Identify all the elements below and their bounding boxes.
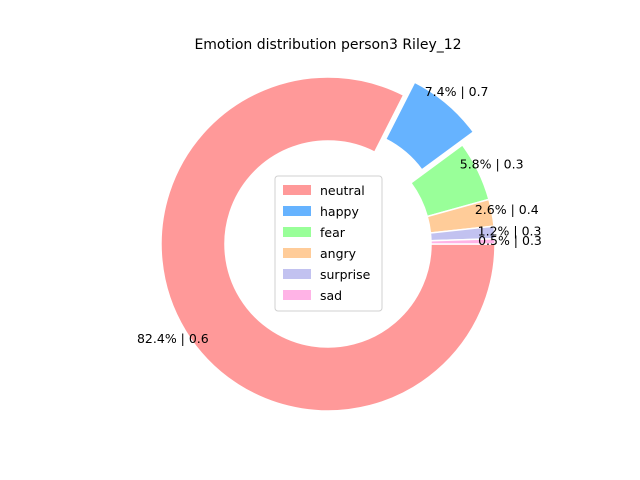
chart-title: Emotion distribution person3 Riley_12 [194,37,461,53]
legend-swatch-fear [283,227,311,237]
slice-label-sad: 0.5% | 0.3 [478,233,542,248]
donut-slices [160,76,496,412]
slice-labels: 82.4% | 0.6 7.4% | 0.7 5.8% | 0.3 2.6% | 0.… [137,84,542,346]
legend: neutral happy fear angry surprise sad [274,175,383,312]
slice-label-fear: 5.8% | 0.3 [460,156,524,171]
legend-swatch-angry [283,248,311,258]
legend-label-neutral: neutral [320,183,365,198]
legend-label-angry: angry [320,246,357,261]
legend-label-surprise: surprise [320,267,371,282]
legend-swatch-happy [283,206,311,216]
slice-happy [384,81,475,171]
legend-swatch-neutral [283,185,311,195]
legend-label-sad: sad [320,288,342,303]
slice-label-angry: 2.6% | 0.4 [475,202,539,217]
slice-label-happy: 7.4% | 0.7 [425,84,489,99]
legend-swatch-surprise [283,269,311,279]
slice-sad [430,237,496,245]
slice-label-neutral: 82.4% | 0.6 [137,331,209,346]
legend-label-happy: happy [320,204,359,219]
legend-label-fear: fear [320,225,346,240]
slice-neutral [160,76,496,412]
legend-swatch-sad [283,290,311,300]
slice-label-surprise: 1.2% | 0.3 [478,223,542,238]
